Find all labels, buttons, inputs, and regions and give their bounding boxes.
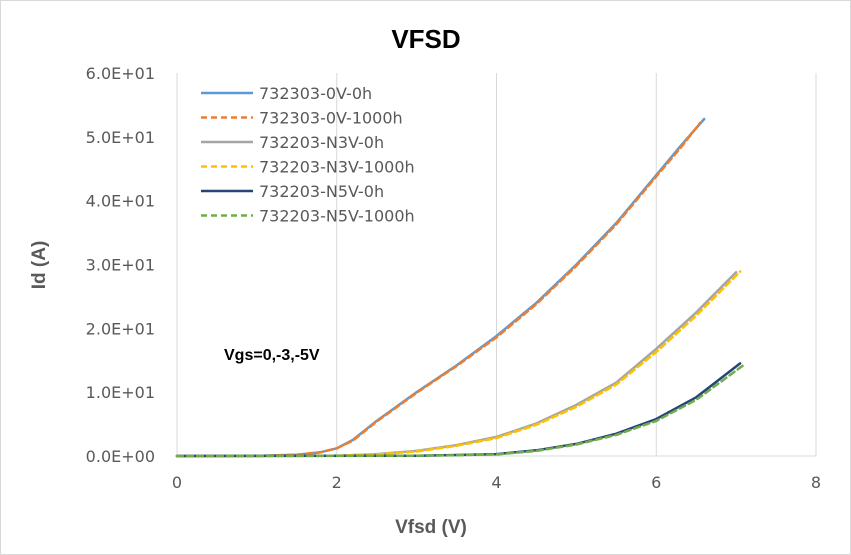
y-tick-label: 5.0E+01 xyxy=(86,128,155,147)
x-tick-label: 4 xyxy=(491,473,501,492)
legend-label: 732203-N5V-1000h xyxy=(259,207,415,226)
vgs-annotation: Vgs=0,-3,-5V xyxy=(224,347,320,364)
series-line-732303-0V-0h xyxy=(175,117,706,458)
grid xyxy=(176,73,817,457)
y-tick-label: 0.0E+00 xyxy=(86,447,155,466)
y-tick-label: 3.0E+01 xyxy=(86,256,155,275)
x-tick-label: 8 xyxy=(811,473,821,492)
x-tick-label: 2 xyxy=(332,473,342,492)
tick-labels: 0 2 4 6 8 0.0E+00 1.0E+01 2.0E+01 3.0E+01 4.0E+01… xyxy=(86,64,821,492)
series-line-732303-0V-1000h xyxy=(175,121,702,458)
y-axis-title: Id (A) xyxy=(29,241,50,290)
series-lines xyxy=(175,117,746,458)
y-tick-label: 2.0E+01 xyxy=(86,319,155,338)
legend-label: 732203-N5V-0h xyxy=(259,182,384,201)
x-tick-label: 6 xyxy=(651,473,661,492)
legend-label: 732303-0V-1000h xyxy=(259,109,403,128)
y-tick-label: 6.0E+01 xyxy=(86,64,155,83)
chart-title: VFSD xyxy=(391,24,460,54)
series-line-732203-N5V-1000h xyxy=(175,363,746,458)
y-tick-label: 4.0E+01 xyxy=(86,192,155,211)
x-tick-label: 0 xyxy=(172,473,182,492)
legend: 732303-0V-0h 732303-0V-1000h 732203-N3V-0h… xyxy=(201,84,415,226)
legend-label: 732203-N3V-0h xyxy=(259,133,384,152)
series-line-732203-N5V-0h xyxy=(175,362,742,458)
legend-label: 732303-0V-0h xyxy=(259,84,372,103)
x-axis-title: Vfsd (V) xyxy=(395,517,467,538)
legend-label: 732203-N3V-1000h xyxy=(259,158,415,177)
y-tick-label: 1.0E+01 xyxy=(86,383,155,402)
